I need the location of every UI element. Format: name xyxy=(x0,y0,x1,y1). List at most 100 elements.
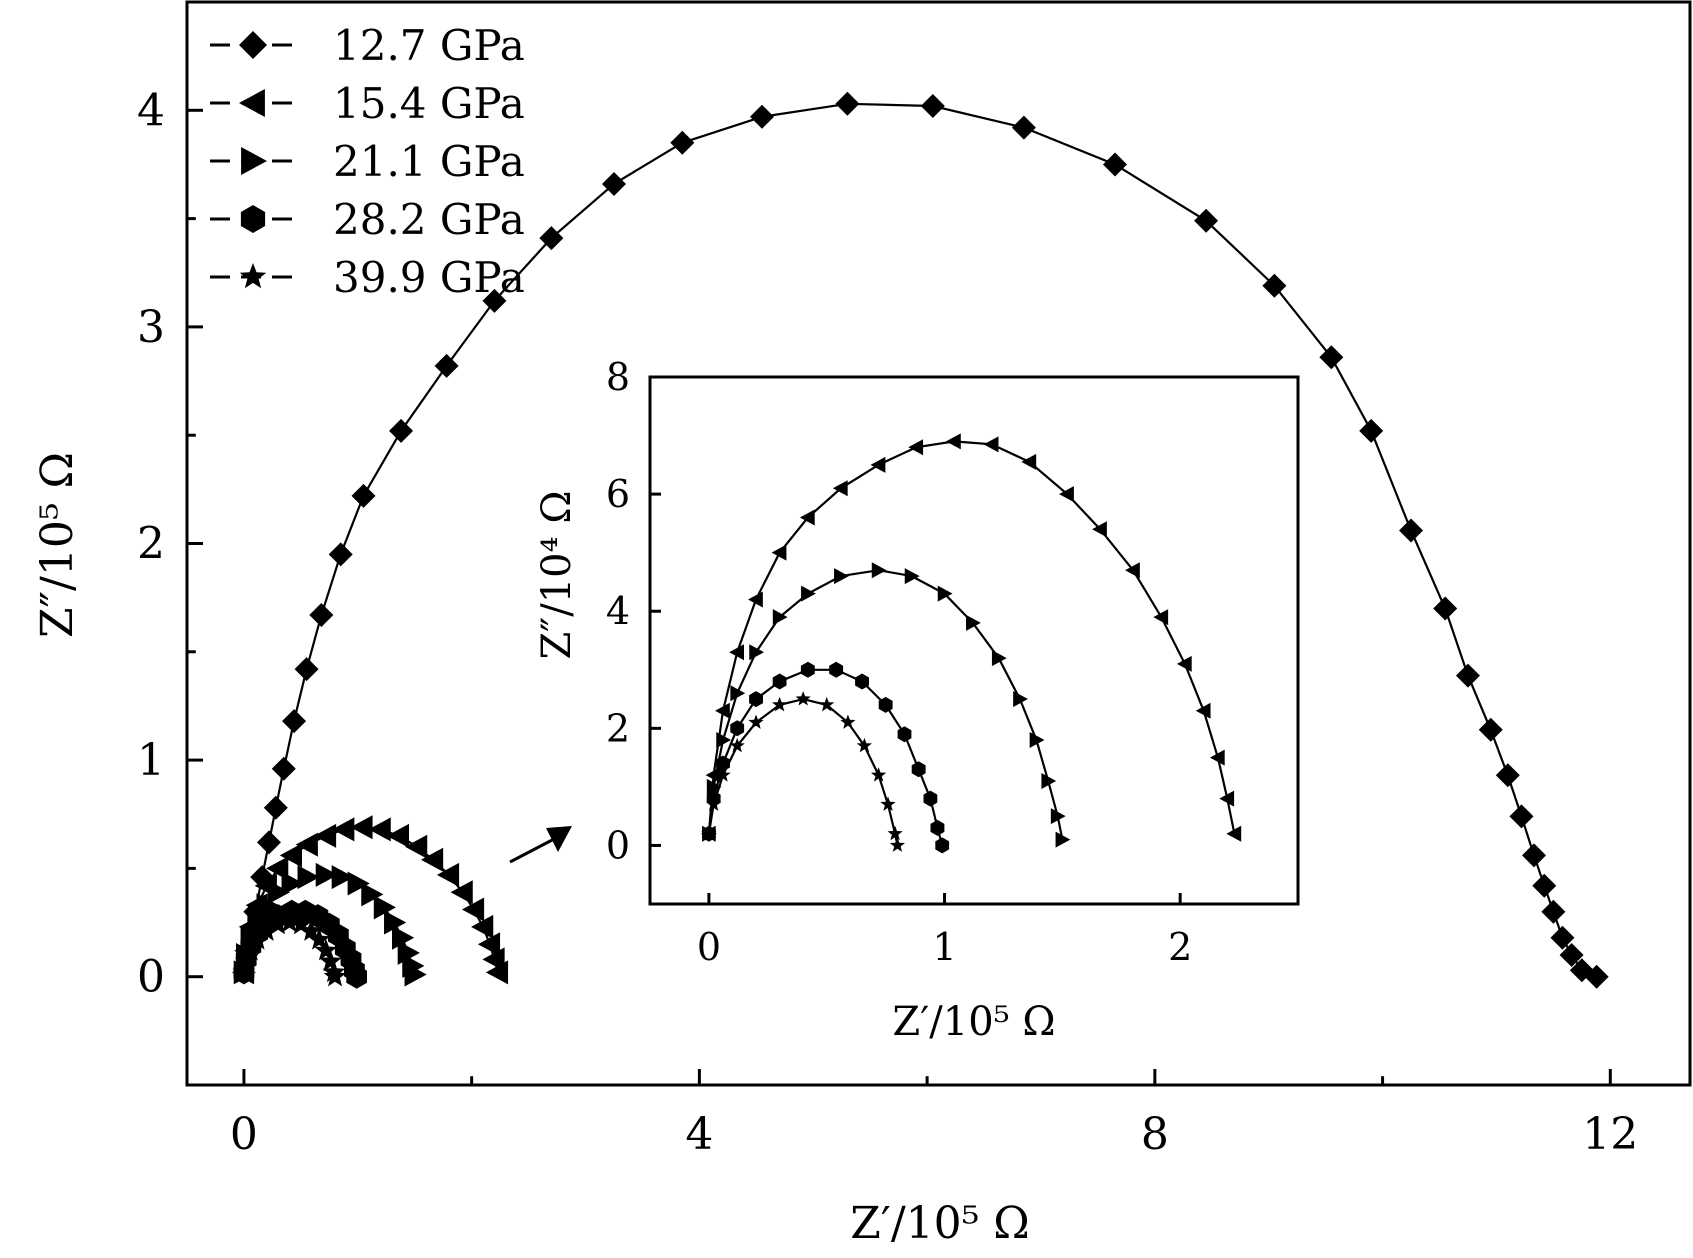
inset-data-point-hexagon xyxy=(878,696,893,713)
inset-data-point-hexagon xyxy=(897,726,912,743)
main-series-group xyxy=(231,91,1609,989)
main-data-point-triangle-left xyxy=(313,823,337,848)
legend-entry: 28.2 GPa xyxy=(210,195,525,244)
main-data-point-diamond xyxy=(750,104,775,129)
main-data-point-diamond xyxy=(271,756,296,781)
main-data-point-diamond xyxy=(482,288,507,313)
inset-data-point-triangle-right xyxy=(749,644,765,661)
inset-data-point-triangle-right xyxy=(1041,773,1057,790)
main-data-point-diamond xyxy=(601,171,626,196)
main-data-point-triangle-right xyxy=(404,962,427,987)
main-data-point-diamond xyxy=(328,542,353,567)
legend-label: 28.2 GPa xyxy=(333,195,525,244)
inset-data-point-hexagon xyxy=(935,837,950,854)
main-data-point-triangle-right xyxy=(373,895,396,920)
inset-data-point-triangle-right xyxy=(904,568,920,585)
inset-data-point-star xyxy=(715,767,731,782)
main-data-point-diamond xyxy=(1399,518,1424,543)
main-data-point-triangle-right xyxy=(331,865,354,890)
inset-data-point-triangle-right xyxy=(937,585,953,602)
arrow-shaft xyxy=(509,836,557,864)
inset-data-point-star xyxy=(729,737,745,753)
main-data-point-triangle-left xyxy=(461,897,485,922)
inset-data-point-triangle-right xyxy=(1050,808,1066,825)
inset-data-point-triangle-left xyxy=(1092,521,1107,538)
legend-marker-hexagon xyxy=(240,205,266,233)
main-data-point-star xyxy=(255,919,279,941)
main-data-point-diamond xyxy=(434,353,459,378)
inset-data-point-hexagon xyxy=(855,673,869,690)
inset-data-point-triangle-right xyxy=(716,732,732,749)
inset-data-point-star xyxy=(871,767,887,782)
inset-data-point-triangle-right xyxy=(801,585,816,602)
main-data-point-triangle-left xyxy=(295,832,318,857)
main-data-point-diamond xyxy=(1478,717,1503,742)
inset-series-group xyxy=(700,433,1242,854)
inset-data-point-triangle-right xyxy=(1029,732,1045,749)
main-data-point-diamond xyxy=(1509,804,1534,829)
inset-series-line xyxy=(707,569,1064,840)
inset-data-point-triangle-left xyxy=(908,439,924,456)
inset-pointer-arrow xyxy=(509,826,572,864)
inset-data-point-star xyxy=(880,796,896,811)
inset-y-tick-label: 8 xyxy=(606,355,630,399)
inset-y-tick-label: 0 xyxy=(606,823,630,867)
legend-marker-triangle-right xyxy=(241,147,267,175)
inset-data-point-hexagon xyxy=(772,673,787,690)
main-data-point-diamond xyxy=(539,226,564,251)
main-data-point-star xyxy=(323,964,347,987)
main-data-point-diamond xyxy=(1584,964,1609,989)
main-data-point-triangle-right xyxy=(315,862,338,887)
inset-x-tick-label: 2 xyxy=(1168,925,1192,969)
main-data-point-diamond xyxy=(1011,115,1036,140)
inset-data-point-hexagon xyxy=(930,819,945,836)
inset-plot-area: 0 1 2 0 2 4 6 8 Z′/10⁵ Ω Z″/10⁴ Ω xyxy=(534,355,1300,1045)
main-data-point-diamond xyxy=(670,130,695,155)
main-data-point-star xyxy=(246,927,269,950)
legend-entry: 12.7 GPa xyxy=(210,21,525,70)
main-data-point-diamond xyxy=(1532,873,1557,898)
legend-label: 12.7 GPa xyxy=(333,21,525,70)
inset-data-point-triangle-left xyxy=(715,702,730,719)
main-x-axis-title: Z′/10⁵ Ω xyxy=(850,1198,1029,1249)
main-data-point-star xyxy=(232,960,256,983)
main-data-point-triangle-left xyxy=(386,823,409,848)
inset-series-star xyxy=(701,691,905,852)
inset-data-point-triangle-left xyxy=(1209,749,1225,766)
inset-data-point-hexagon xyxy=(829,661,844,678)
legend-label: 15.4 GPa xyxy=(333,79,525,128)
inset-data-point-triangle-left xyxy=(1195,702,1211,719)
inset-data-point-hexagon xyxy=(911,761,926,778)
main-data-point-diamond xyxy=(389,418,414,443)
inset-series-triangle-right xyxy=(702,562,1071,848)
main-y-tick-label: 1 xyxy=(137,735,165,786)
main-data-point-triangle-left xyxy=(436,862,460,887)
main-y-tick-label: 3 xyxy=(137,302,165,353)
inset-data-point-star xyxy=(819,696,835,712)
legend-entry: 39.9 GPa xyxy=(210,253,525,302)
main-data-point-diamond xyxy=(920,93,945,118)
main-data-point-triangle-right xyxy=(267,880,291,905)
inset-data-point-triangle-left xyxy=(1176,655,1192,672)
legend-label: 21.1 GPa xyxy=(333,137,525,186)
inset-data-point-star xyxy=(701,825,717,841)
main-data-point-diamond xyxy=(1455,663,1480,688)
main-data-point-triangle-right xyxy=(256,893,279,918)
inset-data-point-star xyxy=(772,696,788,712)
inset-data-point-triangle-left xyxy=(870,456,886,473)
inset-plot-frame xyxy=(648,375,1300,906)
inset-data-point-star xyxy=(887,825,903,841)
legend-entry: 15.4 GPa xyxy=(210,79,525,128)
inset-data-point-triangle-left xyxy=(983,436,999,453)
main-data-point-star xyxy=(289,912,313,935)
main-data-point-triangle-right xyxy=(392,925,415,950)
main-data-point-triangle-right xyxy=(347,871,370,896)
inset-data-point-triangle-left xyxy=(945,433,961,450)
main-data-point-star xyxy=(314,938,338,961)
inset-data-point-triangle-right xyxy=(1055,831,1071,848)
inset-data-point-triangle-right xyxy=(706,778,722,795)
inset-data-point-triangle-left xyxy=(729,644,744,661)
main-data-point-diamond xyxy=(263,795,288,820)
main-data-point-star xyxy=(319,949,342,972)
